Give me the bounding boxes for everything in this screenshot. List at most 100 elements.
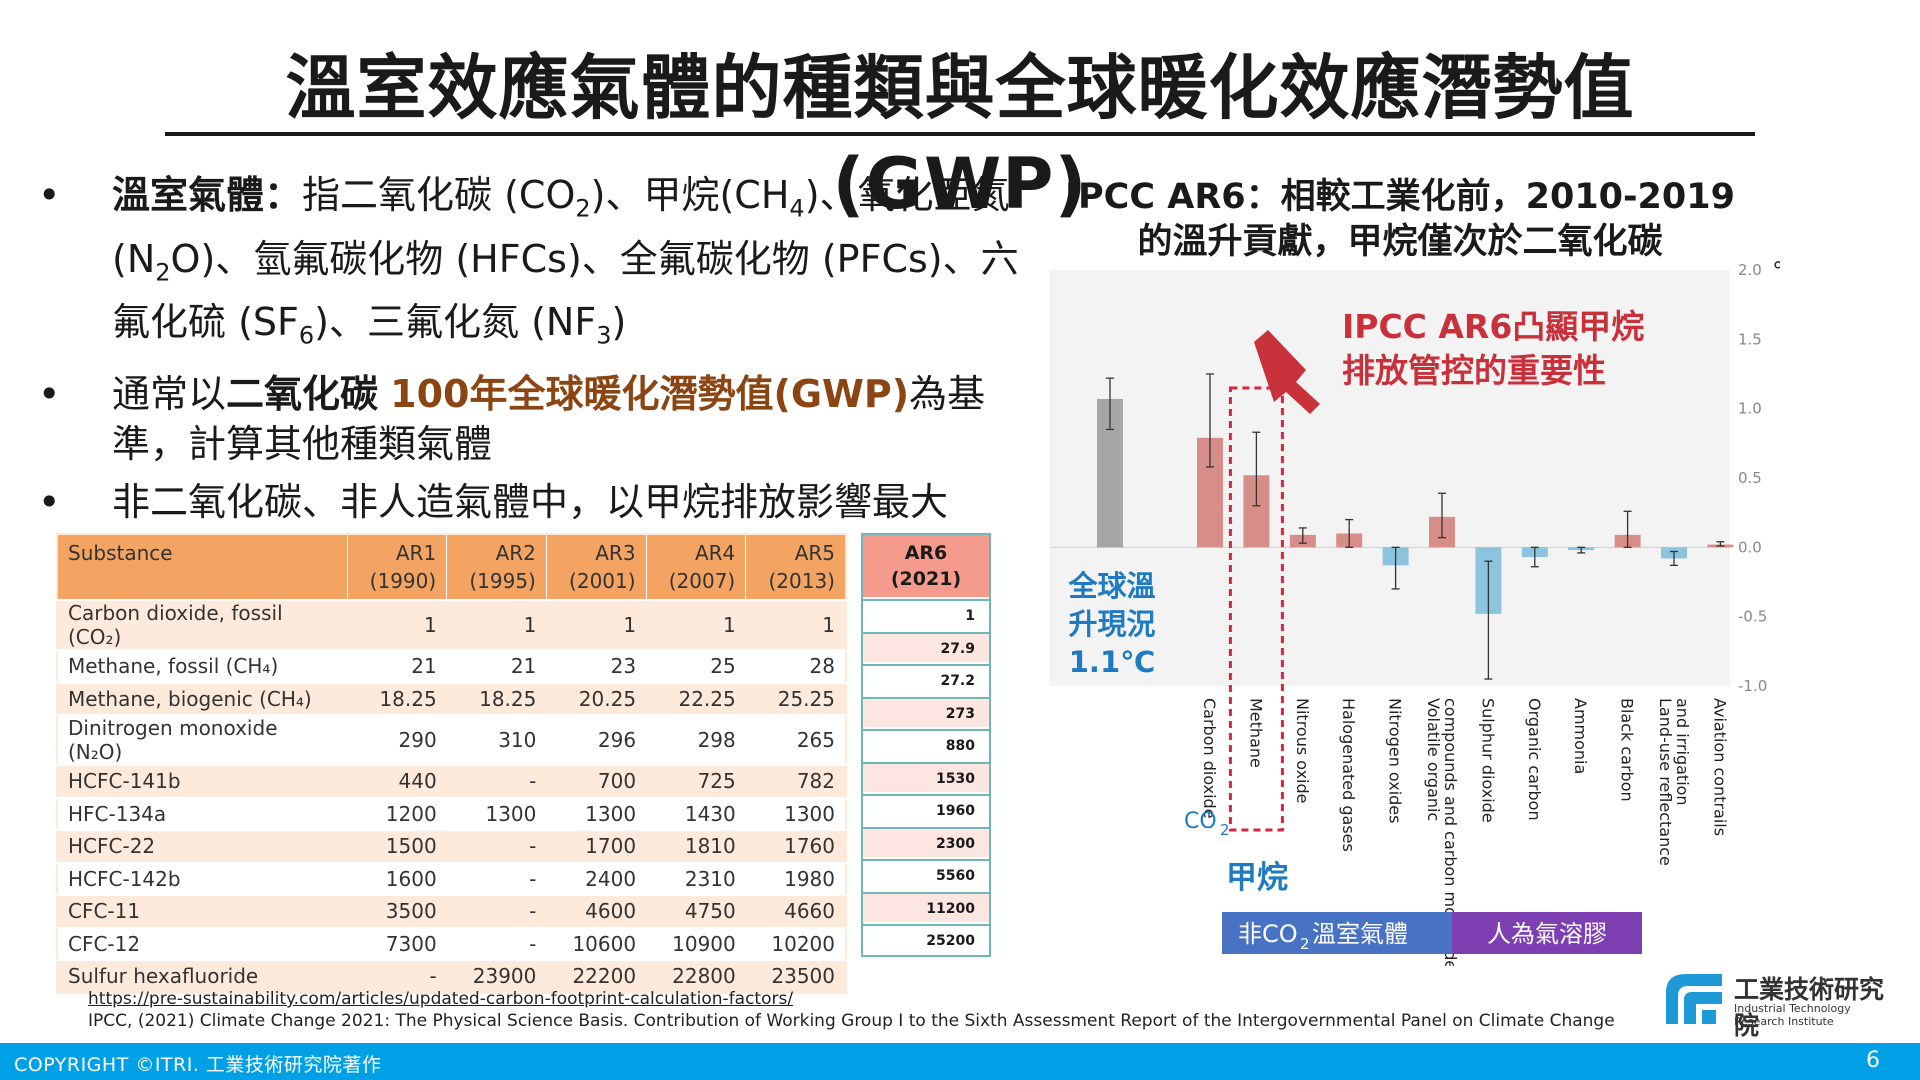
- gwp-cell: 23: [546, 649, 647, 683]
- y-tick-label: -1.0: [1738, 677, 1767, 695]
- gwp-cell: 440: [347, 764, 447, 798]
- x-tick-label: Carbon dioxide: [1200, 698, 1219, 819]
- y-tick-label: 0.5: [1738, 469, 1762, 487]
- gwp-cell: 1300: [745, 796, 846, 830]
- group-aerosol-label: 人為氣溶膠: [1487, 920, 1607, 948]
- gwp-cell: 2400: [546, 861, 647, 895]
- annotation-line2: 排放管控的重要性: [1342, 351, 1606, 390]
- x-tick-label: Halogenated gases: [1339, 698, 1358, 852]
- reference-ipcc: IPCC, (2021) Climate Change 2021: The Ph…: [88, 1011, 1615, 1031]
- ar6-cell: 27.2: [863, 664, 989, 695]
- bullet-methane: • 非二氧化碳、非人造氣體中，以甲烷排放影響最大: [30, 477, 1040, 527]
- y-tick-label: -0.5: [1738, 608, 1767, 626]
- substance-cell: Sulfur hexafluoride: [57, 959, 347, 993]
- x-tick-label: Nitrogen oxides: [1386, 698, 1405, 823]
- y-tick-label: 2.0: [1738, 261, 1762, 279]
- methane-label: 甲烷: [1226, 860, 1288, 896]
- gwp-cell: 18.25: [446, 681, 547, 715]
- group-ghg-pre: 非CO: [1238, 920, 1298, 948]
- gwp-cell: 21: [446, 649, 547, 683]
- gwp-cell: -: [446, 861, 547, 895]
- gwp-cell: 1200: [347, 796, 447, 830]
- col-header: AR4 (2007): [645, 534, 746, 600]
- gwp-cell: -: [347, 959, 447, 993]
- y-tick-label: 0.0: [1738, 538, 1762, 556]
- group-ghg-sub: 2: [1300, 935, 1310, 953]
- substance-cell: HCFC-141b: [57, 764, 347, 798]
- gwp-highlight: 100年全球暖化潛勢值(GWP): [390, 371, 910, 416]
- x-tick-label: and irrigation: [1673, 698, 1692, 806]
- gwp-cell: 1: [546, 599, 647, 650]
- bullet-list: • 溫室氣體：指二氧化碳 (CO2)、甲烷(CH4)、氧化亞氮(N2O)、氫氟碳…: [30, 170, 1040, 535]
- gwp-cell: 23900: [446, 959, 547, 993]
- gwp-cell: 10200: [745, 926, 846, 960]
- gwp-cell: 725: [646, 764, 746, 798]
- ar6-cell: 25200: [863, 924, 989, 955]
- gwp-cell: 25.25: [745, 681, 846, 715]
- gwp-cell: 1300: [446, 796, 547, 830]
- warming-contribution-chart: 2.0 1.5 1.0 0.5 0.0 -0.5 -1.0 ℃ Carbon dioxide Me…: [1050, 258, 1780, 966]
- ar6-cell: 273: [863, 696, 989, 727]
- gwp-cell: 21: [347, 649, 447, 683]
- col-header: AR2 (1995): [446, 534, 547, 600]
- gwp-cell: 296: [546, 714, 647, 765]
- gwp-cell: 265: [745, 714, 846, 765]
- y-unit-label: ℃: [1772, 258, 1780, 285]
- bullet-ghg-label: 溫室氣體：: [112, 173, 303, 217]
- footer-bar: COPYRIGHT ©ITRI. 工業技術研究院著作 6: [0, 1043, 1920, 1080]
- substance-cell: Methane, biogenic (CH₄): [57, 681, 347, 715]
- x-tick-label: Ammonia: [1571, 698, 1590, 774]
- references: https://pre-sustainability.com/articles/…: [88, 988, 1615, 1032]
- gwp-cell: 4750: [646, 894, 746, 928]
- ar6-cell: 880: [863, 729, 989, 760]
- col-header: Substance: [57, 534, 347, 600]
- gwp-cell: 1: [446, 599, 547, 650]
- table-row: HCFC-141b 440-700 725 782: [57, 764, 846, 798]
- table-row: Sulfur hexafluoride -23900 22200 22800 23500: [57, 959, 846, 993]
- co2-label: CO: [1184, 809, 1217, 834]
- substance-cell: Carbon dioxide, fossil (CO₂): [57, 599, 347, 650]
- gwp-cell: 1500: [347, 829, 447, 863]
- gwp-cell: 28: [745, 649, 846, 683]
- gwp-cell: 20.25: [546, 681, 647, 715]
- table-row: CFC-12 7300-10600 10900 10200: [57, 926, 846, 960]
- table-row: Methane, biogenic (CH₄) 18.25 18.25 20.25 22…: [57, 681, 846, 715]
- chart-title: IPCC AR6：相較工業化前，2010-2019 的溫升貢獻，甲烷僅次於二氧化…: [1065, 177, 1735, 262]
- global-label-line2: 升現況: [1068, 607, 1155, 641]
- gwp-cell: 4600: [546, 894, 647, 928]
- gwp-cell: 1430: [646, 796, 746, 830]
- gwp-cell: 310: [446, 714, 547, 765]
- bullet-dot: •: [38, 173, 61, 217]
- substance-cell: Dinitrogen monoxide (N₂O): [57, 714, 347, 765]
- ar6-cell: 1: [863, 599, 989, 630]
- gwp-cell: 1760: [745, 829, 846, 863]
- gwp-cell: 1600: [347, 861, 447, 895]
- gwp-cell: 18.25: [347, 681, 447, 715]
- table-row: HCFC-142b 1600-2400 2310 1980: [57, 861, 846, 895]
- copyright-text: COPYRIGHT ©ITRI. 工業技術研究院著作: [14, 1054, 382, 1076]
- gwp-cell: 25: [646, 649, 746, 683]
- x-tick-label: Organic carbon: [1525, 698, 1544, 821]
- x-tick-label: Aviation contrails: [1710, 698, 1729, 836]
- substance-cell: HCFC-142b: [57, 861, 347, 895]
- gwp-cell: 23500: [745, 959, 846, 993]
- group-ghg-post: 溫室氣體: [1312, 920, 1408, 948]
- x-tick-label: compounds and carbon monoxide: [1441, 698, 1460, 966]
- reference-link[interactable]: https://pre-sustainability.com/articles/…: [88, 989, 794, 1009]
- x-tick-label: Volatile organic: [1424, 698, 1443, 821]
- y-tick-label: 1.5: [1738, 330, 1762, 348]
- group-ghg-band: [1222, 912, 1452, 954]
- gwp-cell: 700: [546, 764, 647, 798]
- gwp-cell: 1810: [646, 829, 746, 863]
- substance-cell: HFC-134a: [57, 796, 347, 830]
- ar6-cell: 11200: [863, 891, 989, 922]
- bullet-ghg: • 溫室氣體：指二氧化碳 (CO2)、甲烷(CH4)、氧化亞氮(N2O)、氫氟碳…: [30, 170, 1040, 361]
- col-header: AR1 (1990): [346, 534, 447, 600]
- ar6-cell: 5560: [863, 859, 989, 890]
- ar6-column: AR6 (2021) 1 27.9 27.2 273 880 1530 1960 2300 55…: [861, 533, 991, 957]
- gwp-table: Substance AR1 (1990) AR2 (1995) AR3 (200…: [56, 533, 847, 994]
- global-label-line1: 全球溫: [1067, 569, 1155, 603]
- ar6-header: AR6 (2021): [863, 535, 989, 597]
- group-aerosol-band: [1452, 912, 1642, 954]
- gwp-cell: -: [446, 829, 547, 863]
